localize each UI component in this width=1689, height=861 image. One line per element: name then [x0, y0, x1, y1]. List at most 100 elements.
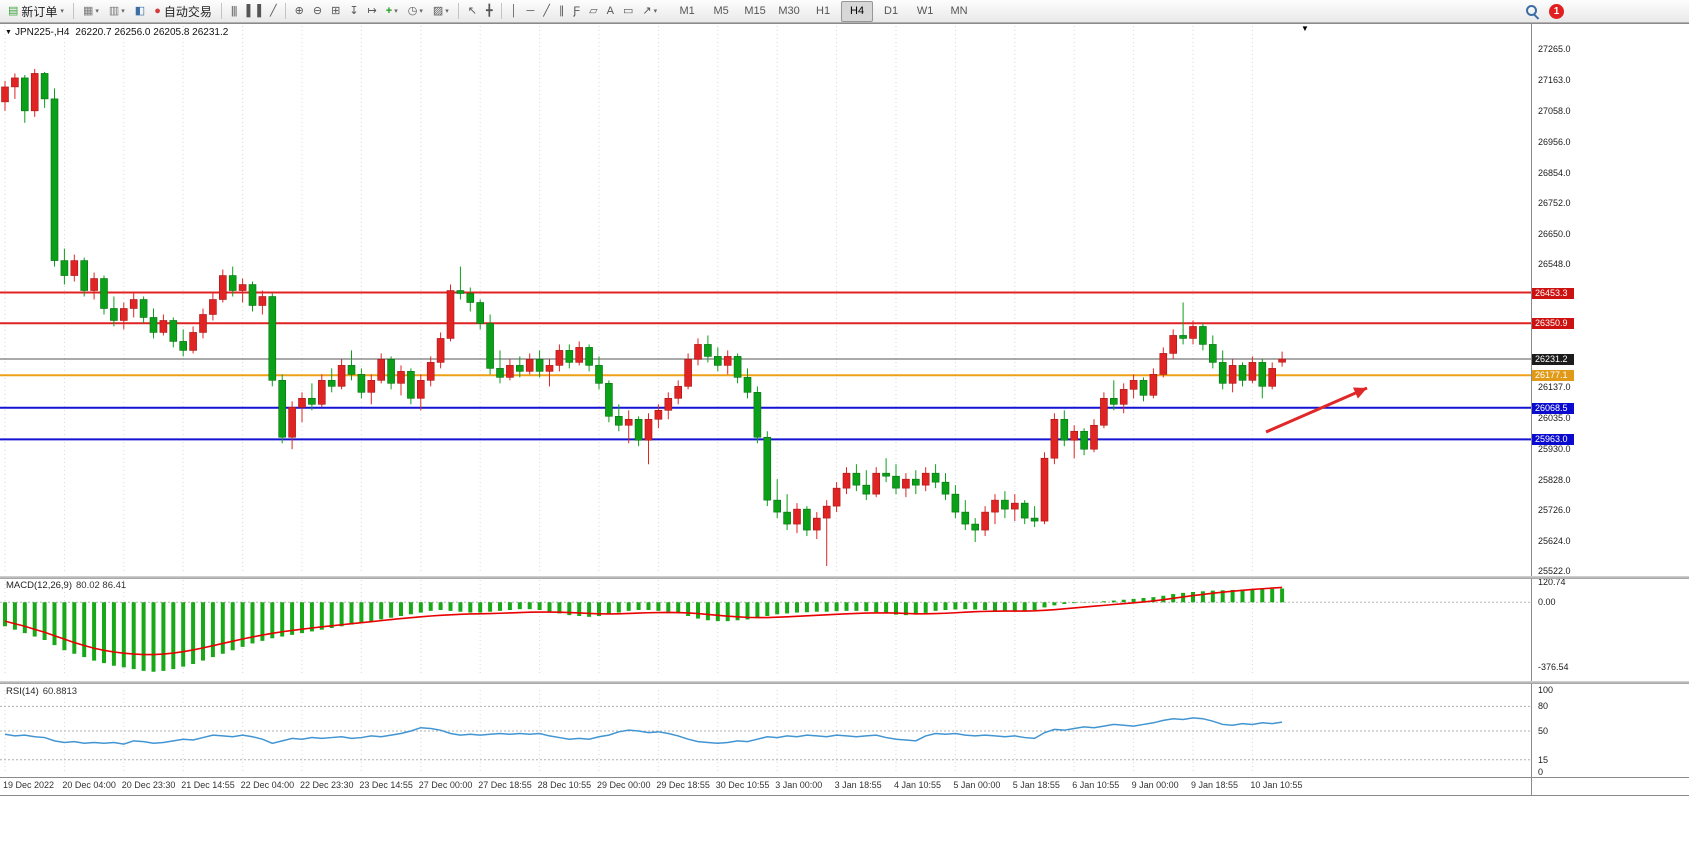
auto-scroll-icon: ↧	[349, 4, 358, 17]
zoom-in-button[interactable]: ⊕	[291, 1, 307, 22]
chevron-down-icon: ▾	[653, 8, 658, 15]
rsi-title: RSI(14)	[6, 686, 39, 697]
zoom-out-icon: ⊖	[312, 4, 322, 17]
chart-shift-marker-icon[interactable]: ▼	[1301, 24, 1309, 33]
equidistant-channel-button[interactable]: ∥	[555, 1, 568, 22]
timeframe-button-m1[interactable]: M1	[679, 5, 695, 17]
fibonacci-icon: Ƒ	[573, 4, 580, 17]
new-order-icon: ▤	[8, 4, 18, 17]
grid-lines	[4, 26, 1253, 772]
rsi-indicator-label: RSI(14) 60.8813	[6, 686, 77, 697]
rsi-values: 60.8813	[42, 686, 78, 697]
candlestick-chart-type-icon: ▌▐	[246, 4, 261, 17]
trendline-button[interactable]: ╱	[539, 1, 553, 22]
chevron-down-icon: ▾	[95, 8, 99, 15]
fibonacci-button[interactable]: Ƒ	[569, 1, 583, 22]
new-order-button[interactable]: ▤ 新订单 ▾	[4, 1, 68, 22]
text-button[interactable]: A	[603, 1, 617, 22]
timeframe-button-mn[interactable]: MN	[950, 5, 968, 17]
toolbar-separator	[500, 3, 502, 19]
timeframe-toolbar: M1 M5 M15 M30 H1 H4 D1 W1 MN	[670, 0, 976, 22]
bar-chart-type-icon: |||	[230, 4, 238, 17]
text-icon: A	[606, 4, 614, 17]
chart-shift-icon: ↦	[367, 4, 377, 17]
line-chart-type-icon: ╱	[270, 4, 277, 17]
timeframe-button-m30[interactable]: M30	[778, 5, 800, 17]
bar-chart-type-button[interactable]: |||	[227, 1, 241, 22]
timeframe-button-h4[interactable]: H4	[841, 0, 874, 22]
new-chart-button[interactable]: ▦ ▾	[79, 1, 103, 22]
autotrading-icon: ●	[154, 4, 161, 17]
text-label-icon: ▭	[622, 4, 633, 17]
arrows-button[interactable]: ↗ ▾	[638, 1, 661, 22]
window-menu-icon[interactable]: ▼	[5, 29, 12, 36]
toolbar-separator	[284, 3, 286, 19]
timeframe-button-m5[interactable]: M5	[713, 5, 729, 17]
toolbar: ▤ 新订单 ▾ ▦ ▾ ▥ ▾ ◧ ● 自动交易 ||| ▌▐ ╱ ⊕ ⊖ ⊞ ↧ ↦ + ▾ ◷ ▾ ▨ ▾ ↖ ╋ │ ─ ╱ ∥ Ƒ ▱…	[0, 0, 1689, 23]
data-window-button[interactable]: ◧	[131, 1, 148, 22]
chevron-down-icon: ▾	[121, 8, 125, 15]
toolbar-separator	[457, 3, 459, 19]
chart-title: ▼ JPN225-,H4 26220.7 26256.0 26205.8 26231…	[5, 27, 228, 38]
templates-button[interactable]: ▨ ▾	[429, 1, 453, 22]
horizontal-line-icon: ─	[526, 4, 534, 17]
chart-shift-button[interactable]: ↦	[364, 1, 380, 22]
timeframe-button-w1[interactable]: W1	[916, 5, 934, 17]
chevron-down-icon: ▾	[60, 8, 64, 15]
symbol-timeframe-label: JPN225-,H4	[14, 27, 70, 38]
new-order-button-label: 新订单	[21, 4, 58, 19]
periods-button[interactable]: ◷ ▾	[404, 1, 427, 22]
toolbar-separator	[72, 3, 74, 19]
toolbar-main-group: ▤ 新订单 ▾ ▦ ▾ ▥ ▾ ◧ ● 自动交易 ||| ▌▐ ╱ ⊕ ⊖ ⊞ ↧ ↦ + ▾ ◷ ▾ ▨ ▾ ↖ ╋ │ ─ ╱ ∥ Ƒ ▱…	[3, 1, 662, 22]
auto-scroll-button[interactable]: ↧	[345, 1, 361, 22]
macd-values: 80.02 86.41	[76, 580, 127, 591]
crosshair-icon: ╋	[485, 4, 493, 17]
horizontal-line-button[interactable]: ─	[522, 1, 537, 22]
text-label-button[interactable]: ▭	[619, 1, 636, 22]
profiles-icon: ▥	[108, 4, 119, 17]
panel-separator-macd[interactable]	[0, 576, 1689, 579]
crosshair-button[interactable]: ╋	[482, 1, 496, 22]
zoom-out-button[interactable]: ⊖	[309, 1, 325, 22]
timeframe-button-h1[interactable]: H1	[816, 5, 831, 17]
rsi-line	[4, 717, 1283, 745]
tile-windows-icon: ⊞	[331, 4, 340, 17]
tile-windows-button[interactable]: ⊞	[327, 1, 343, 22]
timeframe-button-m15[interactable]: M15	[744, 5, 766, 17]
data-window-icon: ◧	[134, 4, 145, 17]
zoom-in-icon: ⊕	[294, 4, 304, 17]
macd-title: MACD(12,26,9)	[6, 580, 72, 591]
indicators-button[interactable]: + ▾	[382, 1, 402, 22]
trend-arrow-annotation[interactable]	[1265, 386, 1368, 434]
notification-badge[interactable]: 1	[1549, 3, 1564, 19]
panel-separator-rsi[interactable]	[0, 681, 1689, 684]
chevron-down-icon: ▾	[394, 8, 398, 15]
line-chart-type-button[interactable]: ╱	[266, 1, 280, 22]
toolbar-right-group: 1	[1525, 3, 1564, 19]
vertical-line-button[interactable]: │	[507, 1, 521, 22]
trend-arrow-head	[1353, 387, 1367, 399]
cursor-icon: ↖	[467, 4, 477, 17]
chevron-down-icon: ▾	[445, 8, 449, 15]
shapes-button[interactable]: ▱	[585, 1, 600, 22]
periods-icon: ◷	[407, 4, 418, 17]
templates-icon: ▨	[432, 4, 443, 17]
new-chart-icon: ▦	[82, 4, 93, 17]
macd-signal-line	[4, 586, 1283, 656]
autotrading-button[interactable]: ● 自动交易	[150, 1, 216, 22]
candlestick-chart-type-button[interactable]: ▌▐	[242, 1, 264, 22]
indicators-icon: +	[385, 4, 393, 17]
arrows-icon: ↗	[642, 4, 651, 17]
ohlc-quote-label: 26220.7 26256.0 26205.8 26231.2	[75, 27, 229, 38]
search-icon[interactable]	[1525, 4, 1539, 18]
chevron-down-icon: ▾	[419, 8, 423, 15]
cursor-button[interactable]: ↖	[464, 1, 480, 22]
equidistant-channel-icon: ∥	[558, 4, 564, 17]
vertical-line-icon: │	[510, 4, 518, 17]
profiles-button[interactable]: ▥ ▾	[105, 1, 129, 22]
toolbar-separator	[220, 3, 222, 19]
timeframe-button-d1[interactable]: D1	[884, 5, 899, 17]
candlestick-series	[1, 68, 1286, 567]
